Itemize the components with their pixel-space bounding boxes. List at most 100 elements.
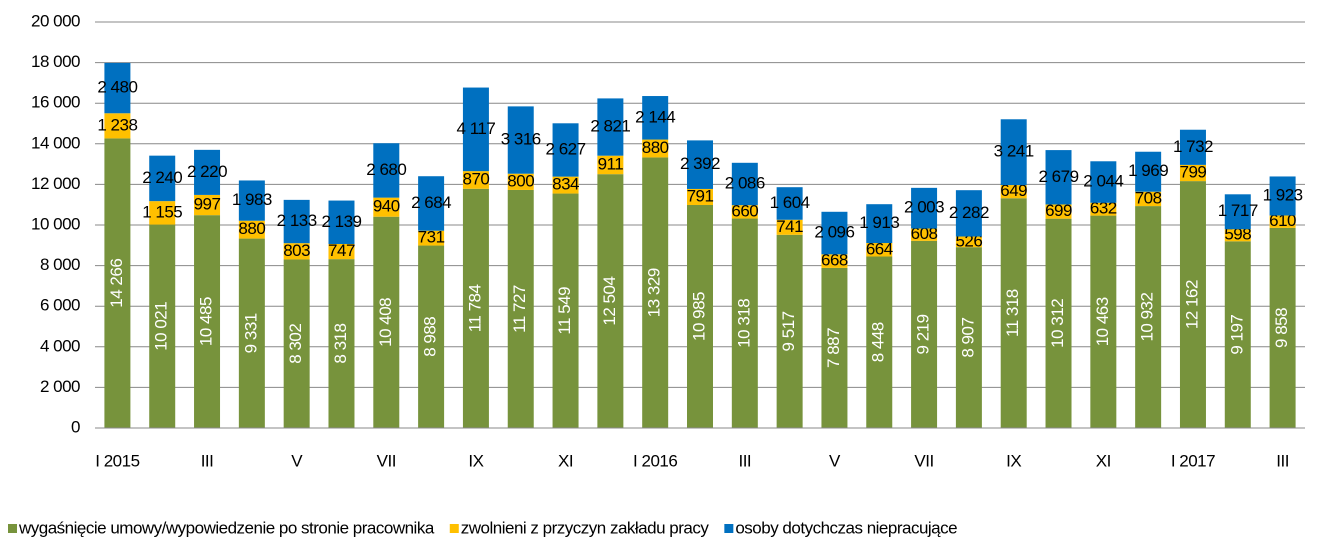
value-label: 2 680 xyxy=(366,160,406,179)
value-label: 9 219 xyxy=(914,314,933,354)
value-label: 2 627 xyxy=(546,139,586,158)
y-tick-label: 12 000 xyxy=(31,174,80,193)
bar-segment xyxy=(687,188,713,206)
legend-label: wygaśnięcie umowy/wypowiedzenie po stron… xyxy=(18,518,435,537)
bar-segment xyxy=(1224,194,1251,230)
value-label: 9 197 xyxy=(1227,315,1246,355)
x-tick-label: V xyxy=(829,451,841,470)
value-label: 10 408 xyxy=(376,298,395,347)
value-label: 1 969 xyxy=(1128,161,1168,180)
y-tick-label: 18 000 xyxy=(31,52,80,71)
value-label: 9 331 xyxy=(241,313,260,353)
bar-segment xyxy=(1045,204,1072,219)
bar-segment xyxy=(328,259,355,428)
x-tick-label: VII xyxy=(377,451,396,470)
bar-segment xyxy=(194,149,221,195)
value-label: 12 162 xyxy=(1182,280,1201,329)
bar-segment xyxy=(149,155,176,202)
value-label: 2 392 xyxy=(680,154,720,173)
bar-segment xyxy=(418,176,445,231)
value-label: 911 xyxy=(598,154,624,173)
value-label: 10 463 xyxy=(1093,297,1112,346)
bar-segment xyxy=(1179,129,1206,165)
bar-segment xyxy=(687,205,713,428)
bar-segment xyxy=(866,243,893,257)
bar-segment xyxy=(194,194,221,216)
x-tick-label: IX xyxy=(468,451,483,470)
bar-segment xyxy=(911,240,938,428)
value-label: 11 727 xyxy=(510,285,529,333)
value-label: 608 xyxy=(911,224,938,243)
value-label: 7 887 xyxy=(824,328,843,368)
bar-segment xyxy=(283,243,310,260)
x-tick-label: V xyxy=(291,451,303,470)
legend-label: zwolnieni z przyczyn zakładu pracy xyxy=(461,518,710,537)
value-label: 2 480 xyxy=(97,78,137,97)
value-label: 3 241 xyxy=(994,142,1034,161)
value-label: 1 238 xyxy=(97,115,137,134)
value-label: 800 xyxy=(507,171,534,190)
bar-segment xyxy=(776,219,803,235)
value-label: 8 302 xyxy=(286,324,305,364)
value-label: 791 xyxy=(687,186,714,205)
bar-segment xyxy=(1090,202,1117,216)
value-label: 741 xyxy=(776,217,803,236)
value-label: 8 988 xyxy=(421,317,440,357)
value-label: 2 821 xyxy=(590,117,630,136)
bar-segment xyxy=(1045,150,1072,205)
value-label: 2 044 xyxy=(1083,172,1123,191)
bar-segment xyxy=(552,176,579,194)
legend-swatch xyxy=(724,524,734,533)
value-label: 2 684 xyxy=(411,193,451,212)
bar-segment xyxy=(955,236,982,248)
value-label: 12 504 xyxy=(600,277,619,326)
value-label: 10 312 xyxy=(1048,299,1067,348)
value-label: 870 xyxy=(462,169,489,188)
bar-segment xyxy=(1135,151,1162,192)
bar-segment xyxy=(731,218,758,428)
value-label: 1 717 xyxy=(1218,201,1258,220)
bar-segment xyxy=(821,254,848,268)
bar-segment xyxy=(687,140,713,189)
value-label: 2 240 xyxy=(142,168,182,187)
bar-segment xyxy=(104,62,131,114)
bar-segment xyxy=(1135,206,1162,428)
bar-segment xyxy=(373,143,400,198)
value-label: 2 144 xyxy=(635,107,675,126)
value-label: 997 xyxy=(194,195,221,214)
value-label: 10 932 xyxy=(1138,292,1157,341)
y-tick-label: 6 000 xyxy=(40,296,80,315)
y-tick-label: 8 000 xyxy=(40,255,80,274)
value-label: 1 604 xyxy=(770,193,810,212)
bar-segment xyxy=(1269,176,1296,216)
bar-segment xyxy=(462,188,489,428)
bar-segment xyxy=(283,199,310,244)
bar-segment xyxy=(597,174,624,428)
bar-segment xyxy=(866,256,893,428)
bar-segment xyxy=(1224,229,1251,242)
value-label: 834 xyxy=(552,175,579,194)
bar-segment xyxy=(597,155,624,175)
y-tick-label: 0 xyxy=(71,417,80,436)
value-label: 11 549 xyxy=(555,287,574,335)
value-label: 940 xyxy=(373,197,400,216)
x-tick-label: III xyxy=(738,451,751,470)
value-label: 8 907 xyxy=(958,318,977,358)
bar-segment xyxy=(1090,161,1117,203)
bar-segment xyxy=(911,228,938,241)
bar-segment xyxy=(1135,191,1162,207)
value-label: 699 xyxy=(1045,201,1072,220)
bar-segment xyxy=(238,220,265,239)
value-label: 2 282 xyxy=(949,203,989,222)
x-tick-label: XI xyxy=(558,451,573,470)
value-label: 8 318 xyxy=(331,324,350,364)
bar-segment xyxy=(642,157,669,428)
value-label: 649 xyxy=(1000,181,1027,200)
value-label: 1 913 xyxy=(859,213,899,232)
value-label: 610 xyxy=(1269,211,1296,230)
legend-swatch xyxy=(8,524,17,533)
bar-segment xyxy=(104,138,131,428)
y-tick-label: 16 000 xyxy=(31,93,80,112)
value-label: 10 485 xyxy=(197,297,216,346)
